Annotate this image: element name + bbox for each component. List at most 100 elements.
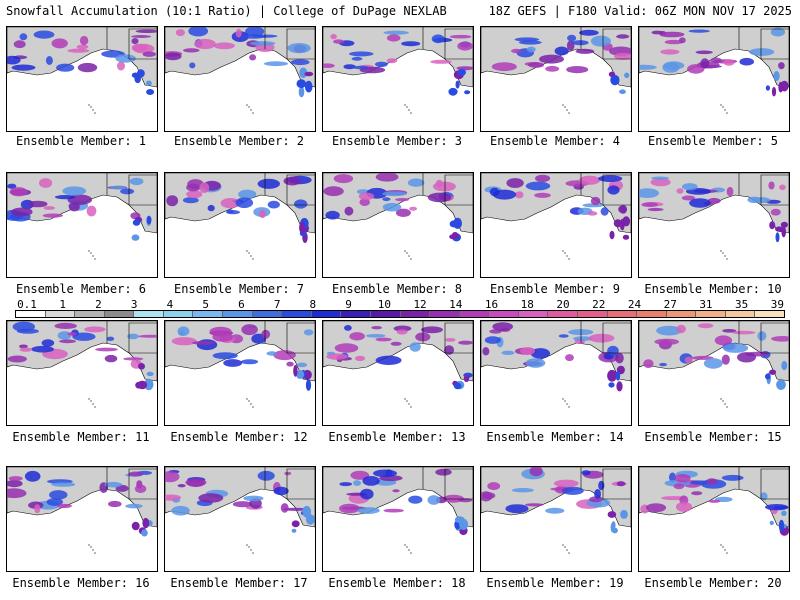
snow-area <box>723 59 735 66</box>
island <box>564 400 566 402</box>
snow-area <box>779 184 786 191</box>
snow-area <box>27 200 48 208</box>
snow-area <box>8 476 23 481</box>
snow-area <box>600 207 609 216</box>
snow-area <box>171 337 197 346</box>
scale-swatch <box>548 311 578 317</box>
snowfall-map <box>165 27 315 114</box>
snow-area <box>650 178 671 187</box>
snow-area <box>769 221 776 230</box>
scale-swatch <box>193 311 224 317</box>
political-border <box>264 173 315 206</box>
snow-area <box>562 486 584 495</box>
political-border <box>738 321 789 354</box>
scale-tick-label: 0.1 <box>17 298 37 311</box>
island <box>724 403 726 405</box>
snow-area <box>358 192 375 201</box>
island <box>720 544 722 546</box>
snow-area <box>375 61 388 67</box>
scale-swatch <box>252 311 283 317</box>
snow-area <box>34 504 41 514</box>
snow-area <box>386 58 398 64</box>
island <box>566 109 568 111</box>
scale-swatch <box>637 311 667 317</box>
snow-area <box>520 347 536 355</box>
scale-swatch <box>45 311 76 317</box>
snow-area <box>330 33 337 40</box>
snow-area <box>765 504 789 511</box>
snow-area <box>535 174 551 183</box>
scale-swatch <box>104 311 135 317</box>
snow-area <box>752 197 771 204</box>
snow-area <box>651 176 670 180</box>
snow-area <box>566 66 589 74</box>
snow-area <box>690 480 710 485</box>
snow-area <box>525 181 551 191</box>
ensemble-panel <box>480 172 632 278</box>
snowfall-map <box>7 321 157 408</box>
political-border <box>422 467 473 500</box>
snow-area <box>304 80 313 93</box>
snow-area <box>9 187 28 197</box>
panel-caption: Ensemble Member: 2 <box>173 134 305 148</box>
political-border <box>580 321 631 354</box>
snow-area <box>344 206 354 216</box>
snow-area <box>325 210 340 220</box>
snow-area <box>749 48 775 56</box>
island <box>90 546 92 548</box>
snowfall-map <box>165 173 315 260</box>
snow-area <box>323 186 344 197</box>
snow-area <box>110 185 127 190</box>
scale-tick-label: 2 <box>95 298 102 311</box>
snow-area <box>7 480 23 488</box>
snow-area <box>287 43 311 54</box>
political-border <box>264 27 315 60</box>
snow-area <box>780 221 788 228</box>
snow-area <box>598 480 605 491</box>
snow-area <box>760 492 768 501</box>
snow-area <box>692 355 714 360</box>
snow-area <box>104 354 118 363</box>
snow-area <box>455 80 460 89</box>
ensemble-panel <box>480 26 632 132</box>
snow-area <box>352 65 369 70</box>
island <box>250 549 252 551</box>
snow-area <box>135 29 157 33</box>
snow-area <box>451 232 459 239</box>
island <box>250 109 252 111</box>
island <box>562 250 564 252</box>
snow-area <box>166 195 179 207</box>
scale-swatch <box>459 311 490 317</box>
snow-area <box>620 509 628 519</box>
snow-area <box>365 334 386 338</box>
snow-area <box>353 480 361 486</box>
snow-area <box>19 347 32 352</box>
snow-area <box>357 507 380 514</box>
snow-area <box>242 34 265 39</box>
snow-area <box>684 356 693 364</box>
snow-area <box>765 373 771 380</box>
island <box>246 544 248 546</box>
snow-area <box>565 354 574 362</box>
snow-area <box>773 71 780 81</box>
snow-area <box>125 503 143 509</box>
snow-area <box>178 330 185 336</box>
snow-area <box>283 176 302 186</box>
snow-area <box>607 345 619 356</box>
island <box>246 104 248 106</box>
snow-area <box>739 57 754 66</box>
island <box>252 406 254 408</box>
snow-area <box>267 200 280 209</box>
snow-area <box>273 350 296 361</box>
ensemble-panel <box>164 26 316 132</box>
snow-area <box>553 479 579 488</box>
snow-area <box>257 178 280 189</box>
island <box>564 252 566 254</box>
island <box>250 403 252 405</box>
snow-area <box>186 183 201 192</box>
scale-tick-label: 39 <box>770 298 785 311</box>
political-border <box>422 321 473 354</box>
snow-area <box>117 61 125 71</box>
snow-area <box>675 502 693 512</box>
snow-area <box>249 41 276 46</box>
